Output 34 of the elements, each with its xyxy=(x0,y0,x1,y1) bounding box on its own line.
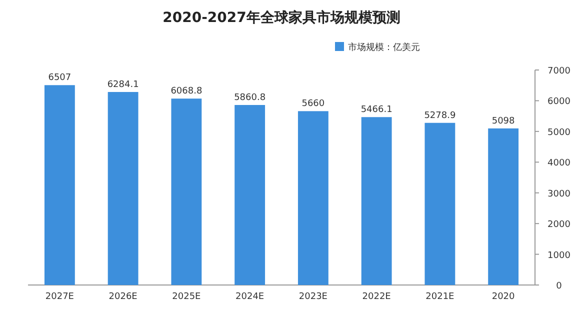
legend-label: 市场规模：亿美元 xyxy=(348,42,420,53)
x-tick-label: 2023E xyxy=(298,292,328,302)
y-tick-label: 1000 xyxy=(548,250,571,261)
y-tick-label: 6000 xyxy=(548,97,571,108)
bar xyxy=(234,104,266,285)
bar xyxy=(298,111,328,285)
y-tick-label: 3000 xyxy=(548,189,571,200)
bar xyxy=(488,128,519,285)
bar xyxy=(108,92,138,285)
x-tick-label: 2024E xyxy=(236,292,264,302)
y-tick-label: 0 xyxy=(556,282,562,292)
x-tick-label: 2022E xyxy=(362,292,392,302)
x-tick-label: 2025E xyxy=(172,292,202,302)
x-tick-label: 2020 xyxy=(492,292,516,302)
data-label: 6507 xyxy=(48,73,72,84)
y-tick-label: 7000 xyxy=(548,66,571,76)
data-label: 5098 xyxy=(492,116,516,126)
x-tick-label: 2026E xyxy=(108,292,138,302)
data-label: 6068.8 xyxy=(170,86,202,97)
x-tick-label: 2027E xyxy=(45,292,74,302)
chart-title: 2020-2027年全球家具市场规模预测 xyxy=(162,9,400,26)
data-label: 6284.1 xyxy=(107,80,139,90)
y-tick-label: 2000 xyxy=(548,220,571,230)
bar xyxy=(171,98,202,285)
x-tick-label: 2021E xyxy=(426,292,455,302)
y-tick-label: 5000 xyxy=(548,128,571,138)
data-label: 5466.1 xyxy=(360,105,392,116)
data-label: 5660 xyxy=(302,99,325,110)
bar xyxy=(361,117,392,285)
data-label: 5860.8 xyxy=(234,92,266,103)
data-label: 5278.9 xyxy=(424,110,456,121)
bar xyxy=(424,122,456,285)
bar xyxy=(44,85,75,285)
y-tick-label: 4000 xyxy=(548,158,571,169)
